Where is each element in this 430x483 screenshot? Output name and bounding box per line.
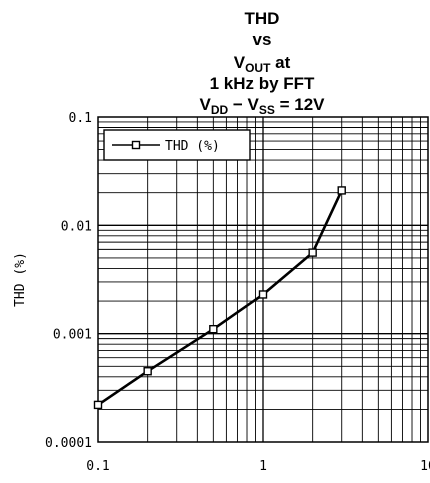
legend-marker (131, 140, 141, 150)
y-tick-labels: 0.1 0.01 0.001 0.0001 (45, 111, 92, 451)
series-lines (93, 186, 346, 410)
legend-label: THD (%) (165, 139, 220, 154)
y-tick-label: 0.1 (69, 111, 92, 126)
grid-lines (98, 117, 428, 442)
x-tick-label: 1 (259, 459, 267, 474)
title-line: THD (245, 9, 280, 28)
y-tick-label: 0.0001 (45, 436, 92, 451)
plot-area-border (97, 116, 429, 443)
y-tick-label: 0.001 (53, 328, 92, 343)
data-point (337, 186, 346, 195)
title-line: VDD − VSS = 12V (199, 95, 325, 117)
title-line: 1 kHz by FFT (210, 74, 315, 93)
y-axis-label: THD (%) (13, 252, 28, 307)
chart-title: THD vs VOUT at1 kHz by FFT VDD − VSS = 12V (199, 9, 325, 117)
data-point (93, 400, 103, 410)
x-tick-labels: 0.1 1 10 (86, 459, 430, 474)
title-line: VOUT at (234, 53, 291, 75)
data-point (143, 367, 152, 376)
x-tick-label: 0.1 (86, 459, 109, 474)
data-point (258, 290, 268, 299)
y-tick-label: 0.01 (61, 219, 92, 234)
data-point (308, 248, 317, 257)
data-point (209, 324, 218, 334)
series-line-0 (97, 189, 343, 406)
title-line: vs (253, 30, 272, 49)
x-tick-label: 10 (420, 459, 430, 474)
legend: THD (%) (103, 129, 251, 161)
